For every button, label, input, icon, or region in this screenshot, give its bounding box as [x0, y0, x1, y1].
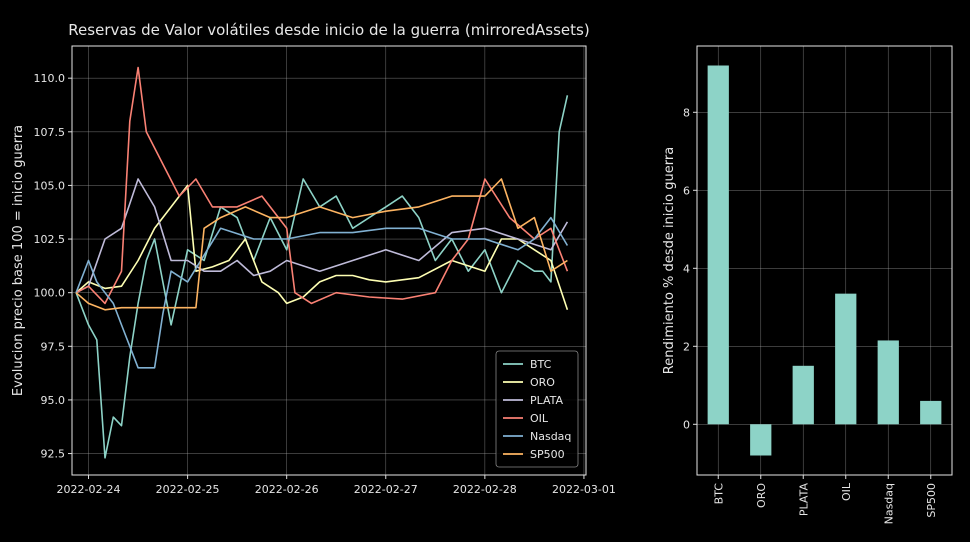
x-tick-label: OIL — [840, 482, 853, 501]
series-line-oil — [75, 66, 569, 305]
y-tick-label: 107.5 — [34, 126, 66, 139]
y-tick-label: 105.0 — [34, 179, 66, 192]
right-chart-ylabel: Rendimiento % desde inicio guerra — [662, 147, 677, 374]
y-tick-label: 0 — [683, 418, 690, 431]
plot-frame — [71, 45, 587, 476]
x-tick-label: 2022-02-27 — [354, 483, 418, 496]
x-tick-label: 2022-02-24 — [57, 483, 121, 496]
legend-label: OIL — [530, 412, 549, 425]
x-tick-label: 2022-03-01 — [552, 483, 616, 496]
plot-frame — [696, 45, 953, 476]
y-tick-label: 2 — [683, 340, 690, 353]
bar-oro — [750, 424, 772, 456]
x-tick-label: SP500 — [925, 483, 938, 518]
left-chart-title: Reservas de Valor volátiles desde inicio… — [68, 21, 589, 39]
line-chart: 92.5 95.0 97.5 100.0 102.5 105.0 107.5 110.0 202… — [34, 45, 616, 496]
y-tick-label: 4 — [683, 262, 690, 275]
legend-box — [495, 350, 579, 468]
x-tick-label: ORO — [755, 483, 768, 508]
legend-label: Nasdaq — [530, 430, 571, 443]
x-tick-label: 2022-02-25 — [156, 483, 220, 496]
x-tick-label: Nasdaq — [882, 483, 895, 524]
bar-sp500 — [920, 400, 942, 425]
series-line-nasdaq — [75, 216, 569, 369]
x-tick-label: 2022-02-28 — [453, 483, 517, 496]
y-tick-label: 6 — [683, 184, 690, 197]
y-tick-label: 95.0 — [41, 394, 66, 407]
y-tick-label: 102.5 — [34, 233, 66, 246]
y-tick-label: 92.5 — [41, 448, 66, 461]
legend-label: PLATA — [530, 394, 564, 407]
y-tick-label: 100.0 — [34, 287, 66, 300]
legend-label: ORO — [530, 376, 555, 389]
bar-plata — [792, 365, 814, 425]
series-line-sp500 — [75, 178, 568, 311]
x-tick-label: 2022-02-26 — [255, 483, 319, 496]
legend: BTC ORO PLATA OIL Nasdaq SP500 — [495, 350, 579, 468]
bar-chart: 0 2 4 6 8 BTC ORO PLATA OIL Nasdaq SP500 — [683, 45, 953, 524]
bar-oil — [835, 293, 857, 425]
left-chart-ylabel: Evolucion precio base 100 = inicio guerr… — [11, 125, 26, 396]
series-line-plata — [75, 178, 569, 294]
y-tick-label: 97.5 — [41, 340, 66, 353]
x-tick-label: BTC — [712, 483, 725, 505]
legend-label: SP500 — [530, 448, 565, 461]
y-tick-label: 110.0 — [34, 72, 66, 85]
legend-label: BTC — [530, 358, 552, 371]
series-line-btc — [75, 95, 569, 459]
series-line-oro — [75, 184, 569, 311]
y-tick-label: 8 — [683, 106, 690, 119]
bar-nasdaq — [877, 340, 899, 425]
x-tick-label: PLATA — [797, 483, 810, 517]
bar-btc — [707, 65, 729, 425]
